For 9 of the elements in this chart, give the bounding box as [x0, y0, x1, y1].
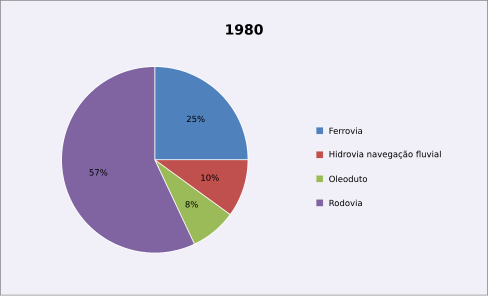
legend-label: Rodovia: [330, 200, 362, 206]
data-label: 25%: [186, 116, 205, 122]
data-label: 8%: [185, 201, 198, 208]
data-label: 10%: [201, 174, 219, 182]
chart-title: 1980: [226, 24, 263, 35]
legend-label: Hidrovia navegação fluvial: [330, 150, 441, 160]
legend-label: Ferrovia: [330, 128, 362, 134]
legend-label: Oleoduto: [329, 176, 368, 182]
data-label: 57%: [90, 169, 108, 176]
